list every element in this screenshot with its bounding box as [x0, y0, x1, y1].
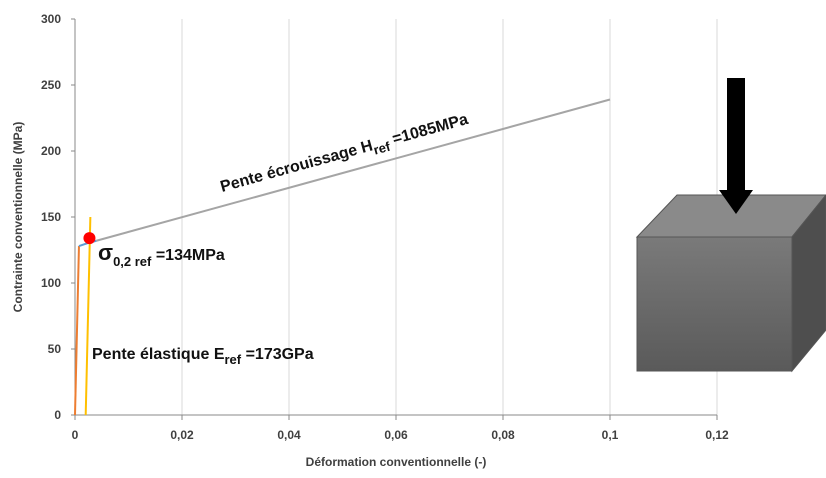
x-axis-title: Déformation conventionnelle (-) — [306, 455, 487, 469]
y-tick-label: 50 — [48, 342, 62, 356]
annotation: Pente écrouissage Href =1085MPa — [219, 111, 472, 200]
y-tick-label: 100 — [41, 276, 61, 290]
y-tick-label: 250 — [41, 78, 61, 92]
x-tick-label: 0,04 — [277, 428, 301, 442]
y-tick-label: 200 — [41, 144, 61, 158]
line — [96, 98, 611, 242]
x-tick-label: 0,1 — [602, 428, 619, 442]
cube — [635, 78, 826, 373]
data-point — [83, 232, 96, 245]
x-tick-label: 0,12 — [705, 428, 729, 442]
line — [84, 216, 92, 416]
annotation: Pente élastique Eref =173GPa — [92, 346, 314, 367]
x-tick-label: 0,02 — [170, 428, 194, 442]
line — [74, 246, 80, 416]
y-tick-label: 300 — [41, 12, 61, 26]
plot: 0 0,02 0,04 0,06 0,08 0,1 0,12 0 50 100 150 200 250 3… — [41, 12, 729, 442]
x-tick-label: 0,08 — [491, 428, 515, 442]
annotation: σ0,2 ref =134MPa — [98, 240, 225, 269]
x-tick-label: 0,06 — [384, 428, 408, 442]
x-tick-label: 0 — [72, 428, 79, 442]
y-tick-label: 0 — [54, 408, 61, 422]
y-tick-label: 150 — [41, 210, 61, 224]
y-axis-title: Contrainte conventionnelle (MPa) — [11, 122, 25, 313]
